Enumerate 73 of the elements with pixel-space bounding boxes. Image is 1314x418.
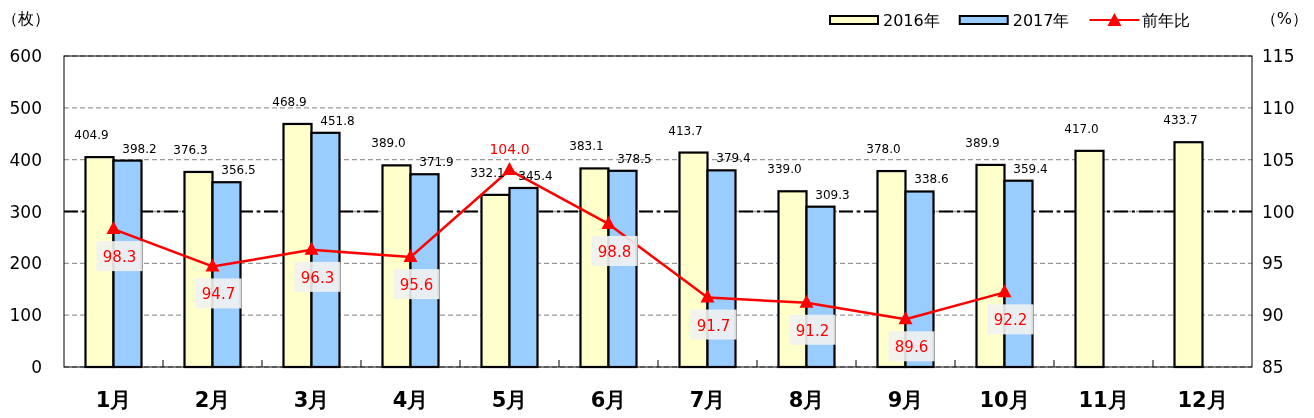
y-tick-label: 500 <box>9 97 42 118</box>
y-tick-label: 400 <box>9 149 42 170</box>
data-label: 383.1 <box>569 139 604 154</box>
data-label: 417.0 <box>1064 121 1099 136</box>
x-tick-label: 2月 <box>194 388 231 412</box>
point <box>799 294 814 308</box>
x-tick-label: 5月 <box>491 388 528 412</box>
x-tick-label: 6月 <box>590 388 627 412</box>
x-tick-label: 4月 <box>392 388 429 412</box>
point <box>205 258 220 272</box>
data-label: 371.9 <box>419 155 454 170</box>
data-label: 96.3 <box>300 268 335 287</box>
data-label: 389.0 <box>371 136 406 151</box>
x-tick-label: 3月 <box>293 388 330 412</box>
data-label: 451.8 <box>320 113 355 128</box>
data-label: 389.9 <box>965 135 1000 150</box>
y-axis-title: （枚） <box>2 9 50 28</box>
data-label: 376.3 <box>173 142 208 157</box>
data-label: 398.2 <box>122 141 157 156</box>
data-label: 309.3 <box>815 187 850 202</box>
y-tick-label: 0 <box>31 357 42 377</box>
y2-tick-label: 105 <box>1262 149 1295 170</box>
data-label: 413.7 <box>668 123 703 138</box>
y-tick-label: 600 <box>9 46 42 66</box>
legend-label: 前年比 <box>1142 11 1191 30</box>
data-label: 94.7 <box>201 285 236 304</box>
point <box>898 311 913 325</box>
data-label: 345.4 <box>518 168 553 183</box>
x-tick-label: 9月 <box>887 388 924 412</box>
data-label: 98.3 <box>102 248 137 267</box>
y2-tick-label: 110 <box>1262 97 1295 118</box>
y-tick-label: 200 <box>9 253 42 274</box>
data-label: 338.6 <box>914 172 949 187</box>
x-tick-label: 11月 <box>1078 388 1129 412</box>
data-label: 92.2 <box>993 311 1028 330</box>
data-label: 95.6 <box>399 276 434 295</box>
x-tick-label: 10月 <box>979 388 1030 412</box>
legend-label: 2016年 <box>883 11 940 30</box>
point <box>403 249 418 263</box>
point <box>502 162 517 176</box>
point <box>997 284 1012 298</box>
point <box>601 215 616 229</box>
data-label: 91.2 <box>795 321 830 340</box>
legend-label: 2017年 <box>1012 11 1070 30</box>
point <box>304 241 319 255</box>
y2-tick-label: 85 <box>1262 357 1284 377</box>
y2-tick-label: 100 <box>1262 201 1295 222</box>
x-tick-label: 7月 <box>689 388 726 412</box>
data-label: 339.0 <box>767 162 802 177</box>
data-label: 98.8 <box>597 242 632 261</box>
point <box>106 221 121 235</box>
data-label: 91.7 <box>696 316 731 335</box>
data-label: 378.5 <box>617 151 652 166</box>
x-tick-label: 1月 <box>95 388 132 412</box>
y2-tick-label: 90 <box>1262 305 1284 326</box>
y2-axis-title: （%） <box>1260 9 1308 28</box>
y-tick-label: 300 <box>9 201 42 222</box>
data-label: 404.9 <box>74 128 109 143</box>
data-label: 468.9 <box>272 94 307 109</box>
data-label: 433.7 <box>1163 113 1198 128</box>
x-tick-label: 8月 <box>788 388 825 412</box>
data-label: 89.6 <box>894 338 929 357</box>
data-label: 356.5 <box>221 163 256 178</box>
data-label: 378.0 <box>866 142 901 157</box>
data-label: 359.4 <box>1013 161 1048 176</box>
data-label: 104.0 <box>489 141 530 158</box>
data-label: 332.1 <box>470 165 505 180</box>
point <box>700 289 715 303</box>
x-tick-label: 12月 <box>1177 388 1228 412</box>
y2-tick-label: 115 <box>1262 46 1295 66</box>
y-tick-label: 100 <box>9 305 42 326</box>
y2-tick-label: 95 <box>1262 253 1284 274</box>
data-label: 379.4 <box>716 151 751 166</box>
